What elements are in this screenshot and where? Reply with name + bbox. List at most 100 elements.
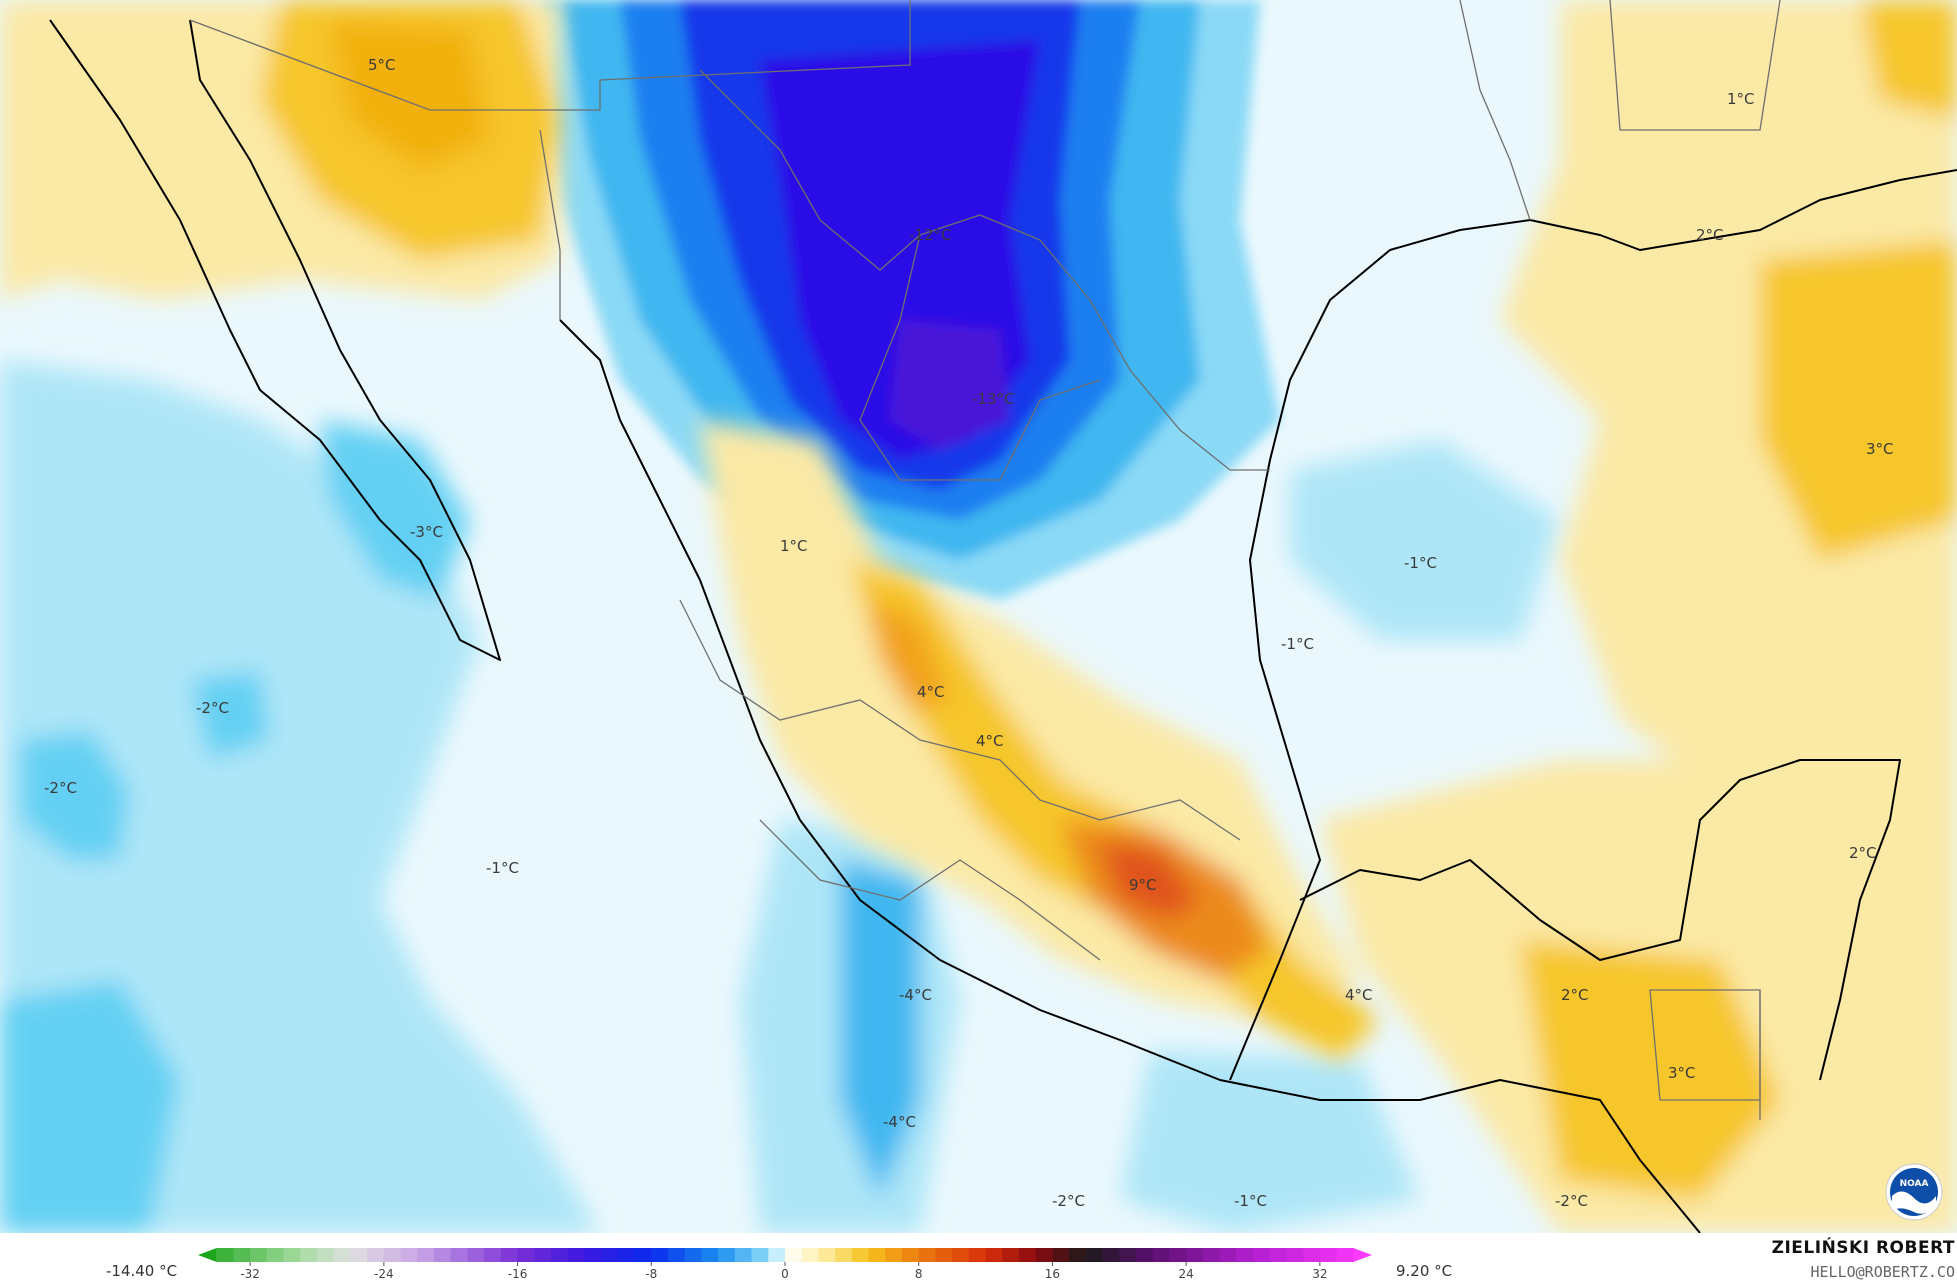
colorbar-segment bbox=[601, 1248, 619, 1262]
warm-anomaly-field bbox=[0, 0, 1957, 1233]
map-label: -1°C bbox=[1281, 635, 1314, 653]
colorbar-segment bbox=[367, 1248, 385, 1262]
map-label: -4°C bbox=[899, 986, 932, 1004]
map-label: 2°C bbox=[1696, 226, 1724, 244]
colorbar-tick-label: 8 bbox=[915, 1267, 923, 1281]
colorbar-segment bbox=[1336, 1248, 1354, 1262]
map-label: 9°C bbox=[1129, 876, 1157, 894]
map-label: -2°C bbox=[196, 699, 229, 717]
colorbar-segment bbox=[434, 1248, 452, 1262]
colorbar-segment bbox=[1286, 1248, 1304, 1262]
noaa-logo: NOAA bbox=[1885, 1163, 1943, 1221]
colorbar-segment bbox=[517, 1248, 535, 1262]
colorbar-segment bbox=[500, 1248, 519, 1262]
colorbar-segment bbox=[450, 1248, 468, 1262]
colorbar: -32 -24 -16 -8 0 8 16 24 32 bbox=[198, 1248, 1372, 1281]
colorbar-segment bbox=[484, 1248, 502, 1262]
colorbar-segment bbox=[651, 1248, 669, 1262]
map-label: -2°C bbox=[1555, 1192, 1588, 1210]
colorbar-segment bbox=[1069, 1248, 1087, 1262]
colorbar-tick-label: 24 bbox=[1179, 1267, 1194, 1281]
colorbar-max-label: 9.20 °C bbox=[1396, 1262, 1453, 1280]
colorbar-end-right bbox=[1353, 1248, 1372, 1262]
colorbar-segment bbox=[985, 1248, 1003, 1262]
colorbar-segment bbox=[1002, 1248, 1020, 1262]
colorbar-segment bbox=[1052, 1248, 1070, 1262]
map-label: 5°C bbox=[368, 56, 396, 74]
colorbar-segment bbox=[835, 1248, 853, 1262]
map-label: -1°C bbox=[486, 859, 519, 877]
colorbar-segment bbox=[333, 1248, 351, 1262]
colorbar-segment bbox=[1319, 1248, 1338, 1262]
map-label: 3°C bbox=[1668, 1064, 1696, 1082]
colorbar-segment bbox=[1019, 1248, 1037, 1262]
map-label: 3°C bbox=[1866, 440, 1894, 458]
colorbar-segment bbox=[551, 1248, 569, 1262]
colorbar-segment bbox=[1219, 1248, 1237, 1262]
map-label: 4°C bbox=[976, 732, 1004, 750]
colorbar-segment bbox=[1236, 1248, 1254, 1262]
temperature-anomaly-map: 5°C 1°C 2°C -12°C -13°C 3°C -3°C 1°C -1°… bbox=[0, 0, 1957, 1233]
colorbar-segment bbox=[868, 1248, 886, 1262]
map-label: 2°C bbox=[1561, 986, 1589, 1004]
colorbar-segment bbox=[417, 1248, 435, 1262]
credit-email: HELLO@ROBERTZ.CO bbox=[1810, 1263, 1956, 1281]
colorbar-segment bbox=[1152, 1248, 1170, 1262]
colorbar-segment bbox=[1169, 1248, 1187, 1262]
noaa-logo-text: NOAA bbox=[1900, 1179, 1929, 1189]
map-label: -2°C bbox=[1052, 1192, 1085, 1210]
colorbar-segment bbox=[350, 1248, 368, 1262]
colorbar-segment bbox=[1186, 1248, 1204, 1262]
colorbar-segment bbox=[467, 1248, 485, 1262]
colorbar-segment bbox=[300, 1248, 318, 1262]
colorbar-segment bbox=[751, 1248, 769, 1262]
colorbar-segment bbox=[567, 1248, 585, 1262]
colorbar-segment bbox=[818, 1248, 836, 1262]
colorbar-segment bbox=[317, 1248, 335, 1262]
colorbar-segment bbox=[885, 1248, 903, 1262]
map-labels: 5°C 1°C 2°C -12°C -13°C 3°C -3°C 1°C -1°… bbox=[44, 56, 1894, 1210]
map-label: 4°C bbox=[1345, 986, 1373, 1004]
colorbar-min-label: -14.40 °C bbox=[106, 1262, 178, 1280]
colorbar-segment bbox=[918, 1248, 936, 1262]
colorbar-segment bbox=[584, 1248, 602, 1262]
map-label: -4°C bbox=[883, 1113, 916, 1131]
colorbar-tick-label: 32 bbox=[1312, 1267, 1327, 1281]
map-label: -13°C bbox=[972, 390, 1014, 408]
cold-anomaly-field bbox=[0, 360, 1560, 1233]
colorbar-segment bbox=[266, 1248, 285, 1262]
colorbar-segment bbox=[734, 1248, 753, 1262]
colorbar-segment bbox=[383, 1248, 402, 1262]
colorbar-segment bbox=[617, 1248, 636, 1262]
map-label: 1°C bbox=[1727, 90, 1755, 108]
colorbar-segment bbox=[684, 1248, 702, 1262]
colorbar-segment bbox=[1102, 1248, 1120, 1262]
colorbar-segment bbox=[801, 1248, 819, 1262]
colorbar-segment bbox=[233, 1248, 251, 1262]
colorbar-segment bbox=[1269, 1248, 1287, 1262]
map-label: -3°C bbox=[410, 523, 443, 541]
colorbar-segment bbox=[785, 1248, 803, 1262]
colorbar-segment bbox=[534, 1248, 552, 1262]
coastlines bbox=[49, 19, 1957, 1233]
colorbar-tick-label: 16 bbox=[1045, 1267, 1060, 1281]
colorbar-segment bbox=[1253, 1248, 1271, 1262]
colorbar-segment bbox=[634, 1248, 652, 1262]
colorbar-tick-label: -32 bbox=[240, 1267, 260, 1281]
colorbar-tick-label: 0 bbox=[781, 1267, 789, 1281]
colorbar-segment bbox=[952, 1248, 970, 1262]
borders bbox=[189, 0, 1781, 1120]
colorbar-segment bbox=[1202, 1248, 1221, 1262]
colorbar-segment bbox=[1085, 1248, 1104, 1262]
colorbar-segment bbox=[1035, 1248, 1053, 1262]
map-label: -12°C bbox=[909, 226, 951, 244]
colorbar-tick-label: -16 bbox=[508, 1267, 528, 1281]
colorbar-tick-label: -24 bbox=[374, 1267, 394, 1281]
colorbar-segment bbox=[216, 1248, 234, 1262]
colorbar-segment bbox=[1119, 1248, 1137, 1262]
colorbar-segment bbox=[718, 1248, 736, 1262]
colorbar-segment bbox=[701, 1248, 719, 1262]
map-label: -1°C bbox=[1404, 554, 1437, 572]
colorbar-segment bbox=[1136, 1248, 1154, 1262]
map-label: 1°C bbox=[780, 537, 808, 555]
